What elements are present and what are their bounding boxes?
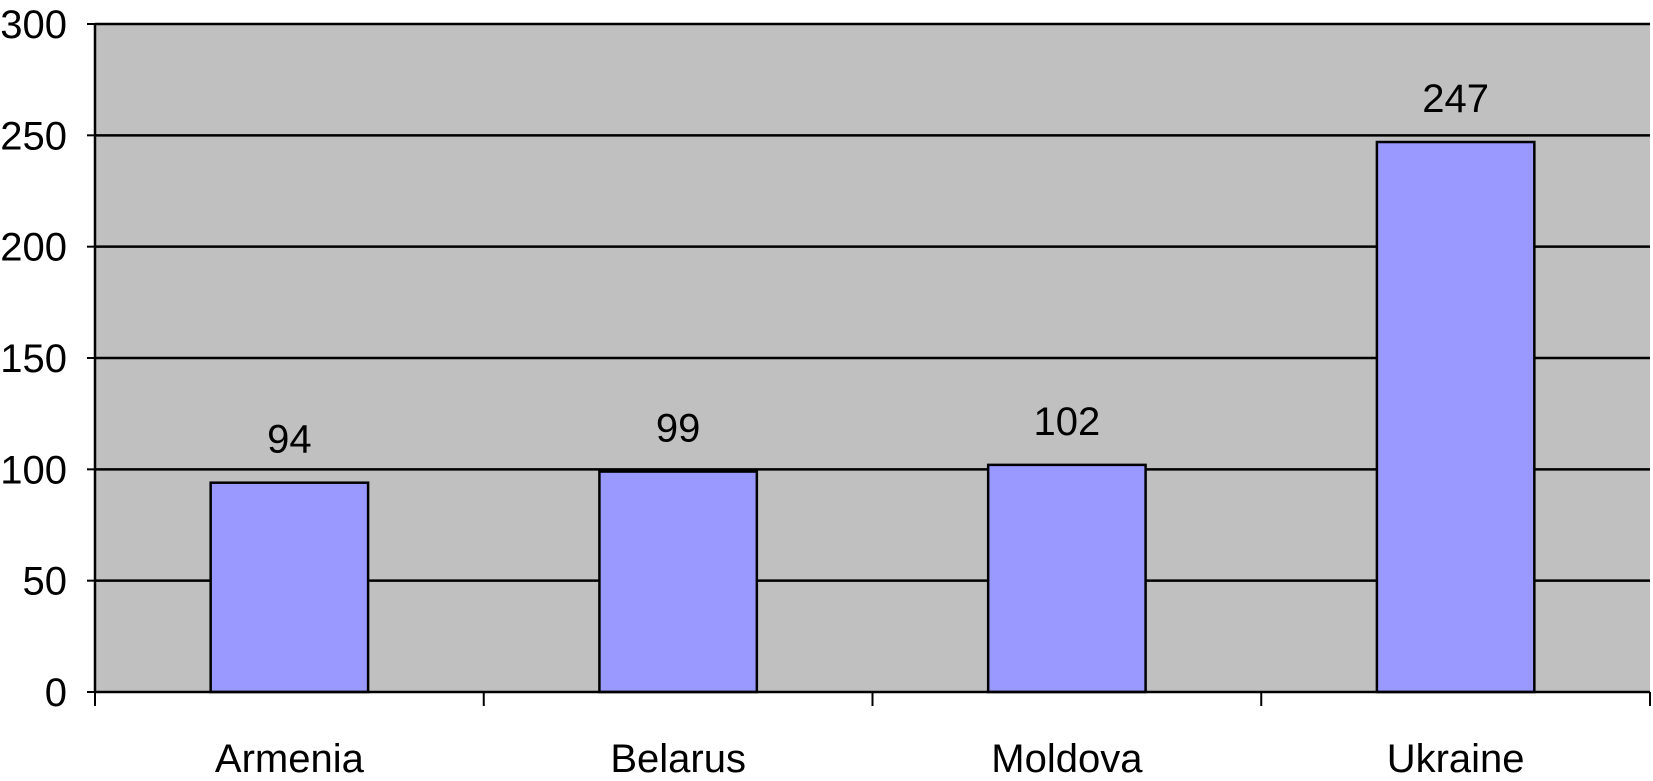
y-axis-ticks: 0 50 100 150 200 250 300 [0, 3, 95, 715]
y-tick-label: 100 [0, 448, 67, 492]
bar-belarus [599, 472, 756, 692]
data-label: 247 [1422, 77, 1489, 121]
y-tick-label: 0 [45, 671, 67, 715]
x-category-label: Armenia [215, 737, 365, 781]
x-category-label: Belarus [610, 737, 746, 781]
bar-moldova [988, 465, 1145, 692]
data-label: 99 [656, 407, 701, 451]
y-tick-label: 50 [23, 560, 68, 604]
y-tick-label: 250 [0, 114, 67, 158]
bar-armenia [211, 483, 368, 692]
x-category-label: Ukraine [1387, 737, 1525, 781]
y-tick-label: 150 [0, 337, 67, 381]
y-tick-label: 300 [0, 3, 67, 47]
y-tick-label: 200 [0, 226, 67, 270]
data-label: 94 [267, 418, 312, 462]
x-axis: Armenia Belarus Moldova Ukraine [95, 692, 1650, 781]
bar-ukraine [1377, 142, 1534, 692]
x-category-label: Moldova [991, 737, 1143, 781]
data-label: 102 [1034, 400, 1101, 444]
